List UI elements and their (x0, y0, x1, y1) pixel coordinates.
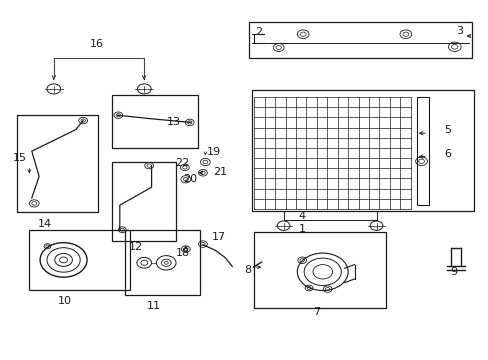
Text: 1: 1 (298, 224, 305, 234)
Text: 17: 17 (212, 232, 225, 242)
Bar (249, 22, 471, 58)
Text: 4: 4 (298, 211, 305, 221)
Bar (124, 230, 200, 295)
Text: 18: 18 (175, 248, 189, 258)
Bar (17, 115, 98, 212)
Text: 3: 3 (455, 26, 462, 36)
Text: 12: 12 (129, 242, 142, 252)
Text: 14: 14 (38, 219, 52, 229)
Text: 7: 7 (313, 307, 320, 317)
Text: 13: 13 (166, 117, 180, 127)
Text: 9: 9 (449, 267, 456, 277)
Bar (254, 232, 386, 308)
Text: 8: 8 (244, 265, 250, 275)
Text: 2: 2 (254, 27, 261, 37)
Text: 10: 10 (58, 296, 72, 306)
Text: 20: 20 (183, 174, 196, 184)
Text: 22: 22 (174, 158, 189, 168)
Text: 6: 6 (443, 149, 450, 159)
Bar (251, 90, 473, 211)
Bar (112, 95, 198, 148)
Bar (29, 230, 129, 290)
Text: 16: 16 (90, 39, 103, 49)
Text: 21: 21 (213, 167, 226, 177)
Text: 15: 15 (13, 153, 26, 163)
Text: 5: 5 (443, 125, 450, 135)
Bar (416, 97, 428, 205)
Text: 19: 19 (206, 147, 220, 157)
Bar (112, 162, 176, 241)
Text: 11: 11 (147, 301, 161, 311)
